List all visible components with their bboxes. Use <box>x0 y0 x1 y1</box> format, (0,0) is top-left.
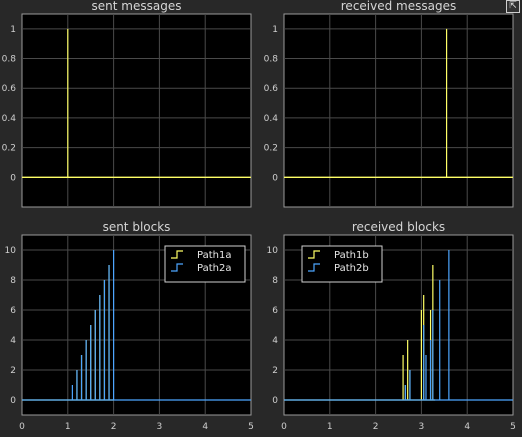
received-messages-axes <box>283 13 514 208</box>
sent-blocks-xtick-label: 4 <box>202 422 208 432</box>
sent-blocks-xtick-label: 1 <box>65 422 71 432</box>
sent-blocks-legend-swatch <box>171 263 183 272</box>
received-messages-title: received messages <box>341 0 456 13</box>
received-blocks-xtick-label: 1 <box>327 422 333 432</box>
received-blocks-plot: received blocks 0 2 4 6 8 10 0 1 2 3 4 5 Path1b Path2b <box>267 220 516 432</box>
sent-blocks-xtick-label: 0 <box>19 422 25 432</box>
received-blocks-ytick-label: 2 <box>272 366 278 376</box>
received-blocks-ytick-label: 6 <box>272 306 278 316</box>
sent-blocks-xtick-label: 5 <box>248 422 254 432</box>
sent-blocks-ytick-label: 8 <box>10 276 16 286</box>
sent-messages-ytick-label: 0.4 <box>2 114 17 124</box>
received-blocks-title: received blocks <box>352 220 445 234</box>
sent-messages-axes <box>21 13 252 208</box>
received-blocks-xtick-label: 4 <box>464 422 470 432</box>
received-blocks-ytick-label: 4 <box>272 336 278 346</box>
sent-blocks-plot: sent blocks 0 2 4 6 8 10 0 1 2 3 4 5 Path1a Path2a <box>5 220 254 432</box>
received-blocks-xtick-label: 2 <box>373 422 379 432</box>
received-blocks-xtick-label: 3 <box>419 422 425 432</box>
received-blocks-ytick-label: 8 <box>272 276 278 286</box>
sent-blocks-ytick-label: 10 <box>5 246 17 256</box>
sent-blocks-xtick-label: 3 <box>157 422 163 432</box>
received-blocks-legend-swatch <box>308 250 320 259</box>
received-messages-plot: received messages 0 0.2 0.4 0.6 0.8 1 <box>264 0 514 208</box>
received-blocks-xtick-label: 0 <box>281 422 287 432</box>
sent-messages-title: sent messages <box>92 0 182 13</box>
received-blocks-xtick-label: 5 <box>510 422 516 432</box>
undock-button[interactable]: ⇱ <box>506 0 520 13</box>
sent-messages-ytick-label: 1 <box>10 25 16 35</box>
sent-blocks-title: sent blocks <box>103 220 171 234</box>
received-messages-ytick-label: 0 <box>272 173 278 183</box>
sent-blocks-ytick-label: 0 <box>10 396 16 406</box>
sent-messages-ytick-label: 0.6 <box>2 84 17 94</box>
received-blocks-legend-label: Path2b <box>334 263 369 274</box>
received-blocks-legend-swatch <box>308 263 320 272</box>
sent-blocks-legend-label: Path2a <box>197 263 231 274</box>
received-blocks-ytick-label: 10 <box>267 246 279 256</box>
sent-blocks-legend: Path1a Path2a <box>164 245 246 283</box>
received-messages-ytick-label: 0.4 <box>264 114 279 124</box>
received-messages-ytick-label: 1 <box>272 25 278 35</box>
sent-blocks-ytick-label: 4 <box>10 336 16 346</box>
received-messages-ytick-label: 0.6 <box>264 84 279 94</box>
received-messages-ytick-label: 0.2 <box>264 144 278 154</box>
sent-blocks-legend-box <box>164 245 246 283</box>
received-blocks-ytick-label: 0 <box>272 396 278 406</box>
received-messages-ytick-label: 0.8 <box>264 55 279 65</box>
sent-messages-plot: sent messages 0 0.2 0.4 0.6 0.8 1 <box>2 0 252 208</box>
sent-messages-ytick-label: 0.8 <box>2 55 17 65</box>
sent-blocks-xtick-label: 2 <box>111 422 117 432</box>
sent-blocks-legend-label: Path1a <box>197 250 231 261</box>
received-blocks-legend-label: Path1b <box>334 250 369 261</box>
sent-blocks-ytick-label: 2 <box>10 366 16 376</box>
received-blocks-legend: Path1b Path2b <box>301 245 383 283</box>
sent-messages-ytick-label: 0 <box>10 173 16 183</box>
sent-blocks-legend-swatch <box>171 250 183 259</box>
sent-messages-ytick-label: 0.2 <box>2 144 16 154</box>
sent-blocks-ytick-label: 6 <box>10 306 16 316</box>
